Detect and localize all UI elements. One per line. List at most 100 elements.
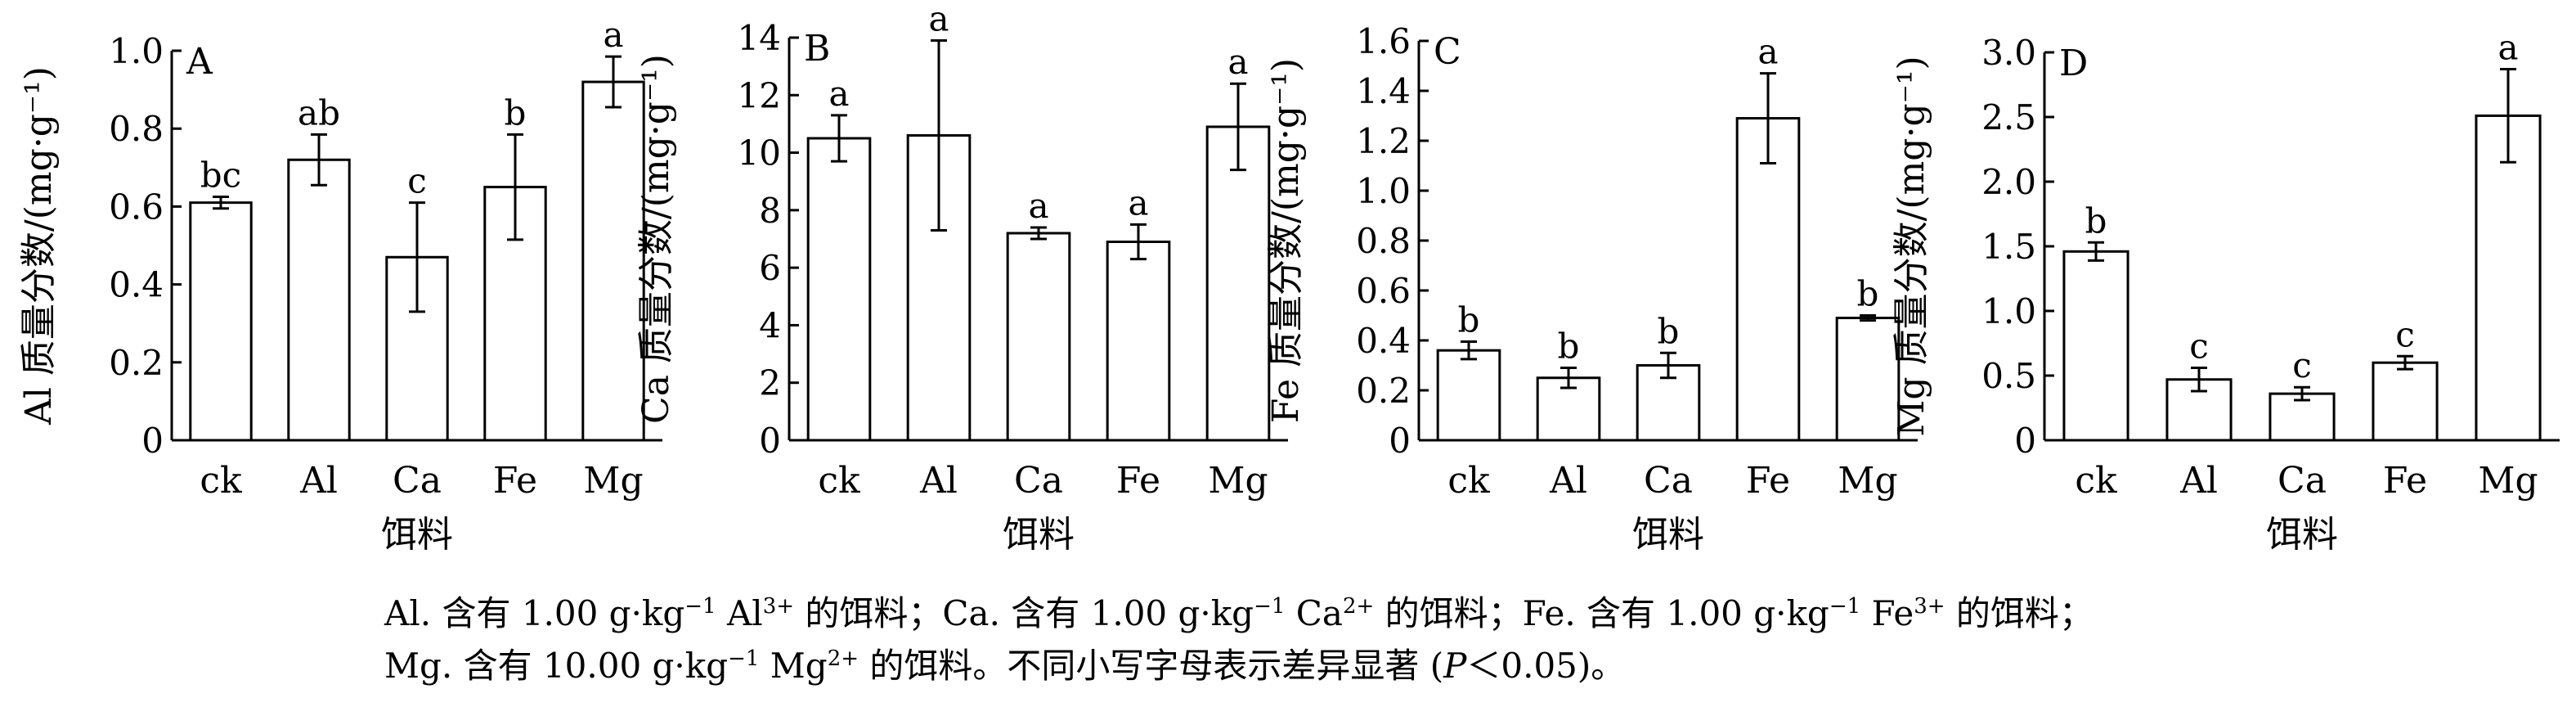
- x-tick-label: Fe: [493, 460, 537, 502]
- superscript: 3+: [1914, 594, 1945, 619]
- y-tick-label: 0.6: [109, 187, 164, 227]
- caption-text: 的饵料。不同小写字母表示差异显著 (: [859, 646, 1444, 686]
- x-tick-label: Fe: [1746, 460, 1790, 502]
- bar: [287, 158, 351, 442]
- figure-caption: Al. 含有 1.00 g·kg−1 Al3+ 的饵料；Ca. 含有 1.00 …: [384, 588, 2094, 692]
- panel-label: D: [2059, 43, 2088, 84]
- y-tick-label: 0: [2014, 421, 2036, 461]
- y-tick-label: 0: [759, 421, 781, 461]
- bar: [2372, 361, 2439, 442]
- bar: [2062, 250, 2129, 442]
- y-axis-label: Fe 质量分数/(mg·g⁻¹): [1265, 58, 1307, 423]
- bar: [189, 201, 253, 442]
- y-tick-label: 3.0: [1981, 33, 2036, 73]
- y-tick-label: 1.0: [109, 31, 164, 71]
- bar: [1205, 125, 1271, 442]
- x-tick-label: Fe: [1116, 460, 1160, 502]
- bar: [483, 186, 547, 442]
- significance-letter: a: [603, 15, 623, 55]
- y-tick-label: 0.2: [109, 343, 164, 383]
- y-tick-label: 10: [738, 133, 781, 173]
- chart-panel-A: 00.20.40.60.81.0 AAl 质量分数/(mg·g⁻¹)饵料bccka…: [18, 15, 662, 556]
- caption-text: Al. 含有 1.00 g·kg: [384, 593, 685, 633]
- x-axis-label: 饵料: [1632, 514, 1704, 556]
- x-tick-label: Ca: [1014, 460, 1063, 502]
- superscript: −1: [684, 594, 716, 619]
- chart-panel-D: 0 0.5 1.0 1.5 2.0 2.5 3.0 D Mg 质量分数/(mg·g⁻¹) 饵料 b c…: [1891, 28, 2560, 556]
- significance-letter: a: [928, 0, 949, 39]
- bar: [906, 133, 972, 442]
- significance-letter: a: [1757, 32, 1778, 72]
- significance-letter: c: [2395, 314, 2415, 354]
- caption-line-2: Mg. 含有 10.00 g·kg−1 Mg2+ 的饵料。不同小写字母表示差异显…: [384, 640, 2094, 692]
- y-tick-label: 0.4: [109, 265, 164, 305]
- significance-letter: c: [2189, 326, 2209, 367]
- y-tick-label: 1.0: [1356, 171, 1411, 211]
- x-tick-label: Ca: [1644, 460, 1693, 502]
- superscript: −1: [1254, 594, 1286, 619]
- significance-letter: bc: [200, 155, 241, 196]
- y-axis-label: Al 质量分数/(mg·g⁻¹): [18, 66, 60, 426]
- panel-label: C: [1434, 31, 1461, 73]
- x-axis-label: 饵料: [2266, 514, 2338, 556]
- caption-text: 的饵料；: [1945, 593, 2094, 633]
- y-tick-label: 1.5: [1981, 227, 2036, 267]
- significance-letter: ab: [298, 92, 340, 133]
- caption-text: Ca: [1285, 593, 1343, 633]
- y-axis-label: Mg 质量分数/(mg·g⁻¹): [1891, 56, 1932, 436]
- y-tick-label: 1.2: [1356, 121, 1411, 161]
- x-tick-label: ck: [1447, 460, 1490, 502]
- superscript: −1: [728, 646, 760, 671]
- significance-letter: b: [1558, 326, 1580, 367]
- y-tick-label: 2.0: [1981, 162, 2036, 202]
- superscript: 3+: [762, 594, 795, 619]
- y-tick-label: 0.2: [1356, 371, 1411, 411]
- x-tick-label: Mg: [1208, 460, 1268, 502]
- significance-letter: a: [828, 74, 849, 114]
- chart-panel-C: 0 0.2 0.4 0.6 0.8 1.0 1.2 1.4 1.6 C Fe 质量分数/(mg·g⁻…: [1265, 21, 1918, 556]
- x-tick-label: Al: [919, 460, 958, 502]
- bar: [806, 137, 872, 442]
- y-tick-label: 0.4: [1356, 321, 1411, 361]
- x-tick-label: Mg: [583, 460, 643, 502]
- y-tick-label: 0: [1389, 421, 1411, 461]
- caption-text: 的饵料；Ca. 含有 1.00 g·kg: [794, 593, 1254, 633]
- y-axis-label: Ca 质量分数/(mg·g⁻¹): [635, 54, 677, 424]
- significance-letter: a: [1227, 42, 1248, 82]
- x-tick-label: Fe: [2383, 460, 2427, 502]
- y-tick-label: 4: [759, 305, 781, 345]
- y-tick-label: 12: [738, 75, 781, 115]
- x-axis-label: 饵料: [1003, 514, 1075, 556]
- x-tick-label: Ca: [2278, 460, 2327, 502]
- caption-line-1: Al. 含有 1.00 g·kg−1 Al3+ 的饵料；Ca. 含有 1.00 …: [384, 588, 2094, 640]
- superscript: −1: [1829, 594, 1861, 619]
- y-tick-label: 2.5: [1981, 97, 2036, 137]
- chart-panel-B: 0 2 4 6 8 10 12 14 B Ca 质量分数/(mg·g⁻¹) 饵料 a ck a Al a Ca a…: [635, 0, 1288, 556]
- y-tick-label: 0.8: [1356, 221, 1411, 261]
- significance-letter: a: [2497, 28, 2518, 68]
- significance-letter: b: [1857, 274, 1879, 314]
- significance-letter: b: [505, 92, 527, 133]
- x-tick-label: Al: [1549, 460, 1587, 502]
- x-tick-label: Mg: [2478, 460, 2538, 502]
- significance-letter: a: [1028, 186, 1048, 226]
- figure-panels: 00.20.40.60.81.0 AAl 质量分数/(mg·g⁻¹)饵料bccka…: [18, 0, 2560, 556]
- caption-text: ＜0.05)。: [1466, 646, 1626, 686]
- y-tick-label: 0: [141, 421, 164, 461]
- bar: [2475, 114, 2542, 442]
- caption-text: Mg. 含有 10.00 g·kg: [384, 646, 729, 686]
- bar: [1006, 232, 1071, 442]
- bar: [385, 255, 449, 442]
- caption-text: 的饵料；Fe. 含有 1.00 g·kg: [1374, 593, 1829, 633]
- y-tick-label: 0.8: [109, 109, 164, 149]
- significance-letter: b: [2085, 200, 2107, 241]
- caption-text: Al: [716, 593, 763, 633]
- bar: [581, 80, 645, 442]
- significance-letter: a: [1128, 182, 1148, 223]
- y-tick-label: 1.6: [1356, 21, 1411, 61]
- significance-letter: b: [1458, 300, 1480, 340]
- significance-letter: b: [1658, 311, 1680, 351]
- x-tick-label: Al: [2179, 460, 2218, 502]
- panel-label: A: [186, 41, 213, 83]
- x-tick-label: Mg: [1838, 460, 1897, 502]
